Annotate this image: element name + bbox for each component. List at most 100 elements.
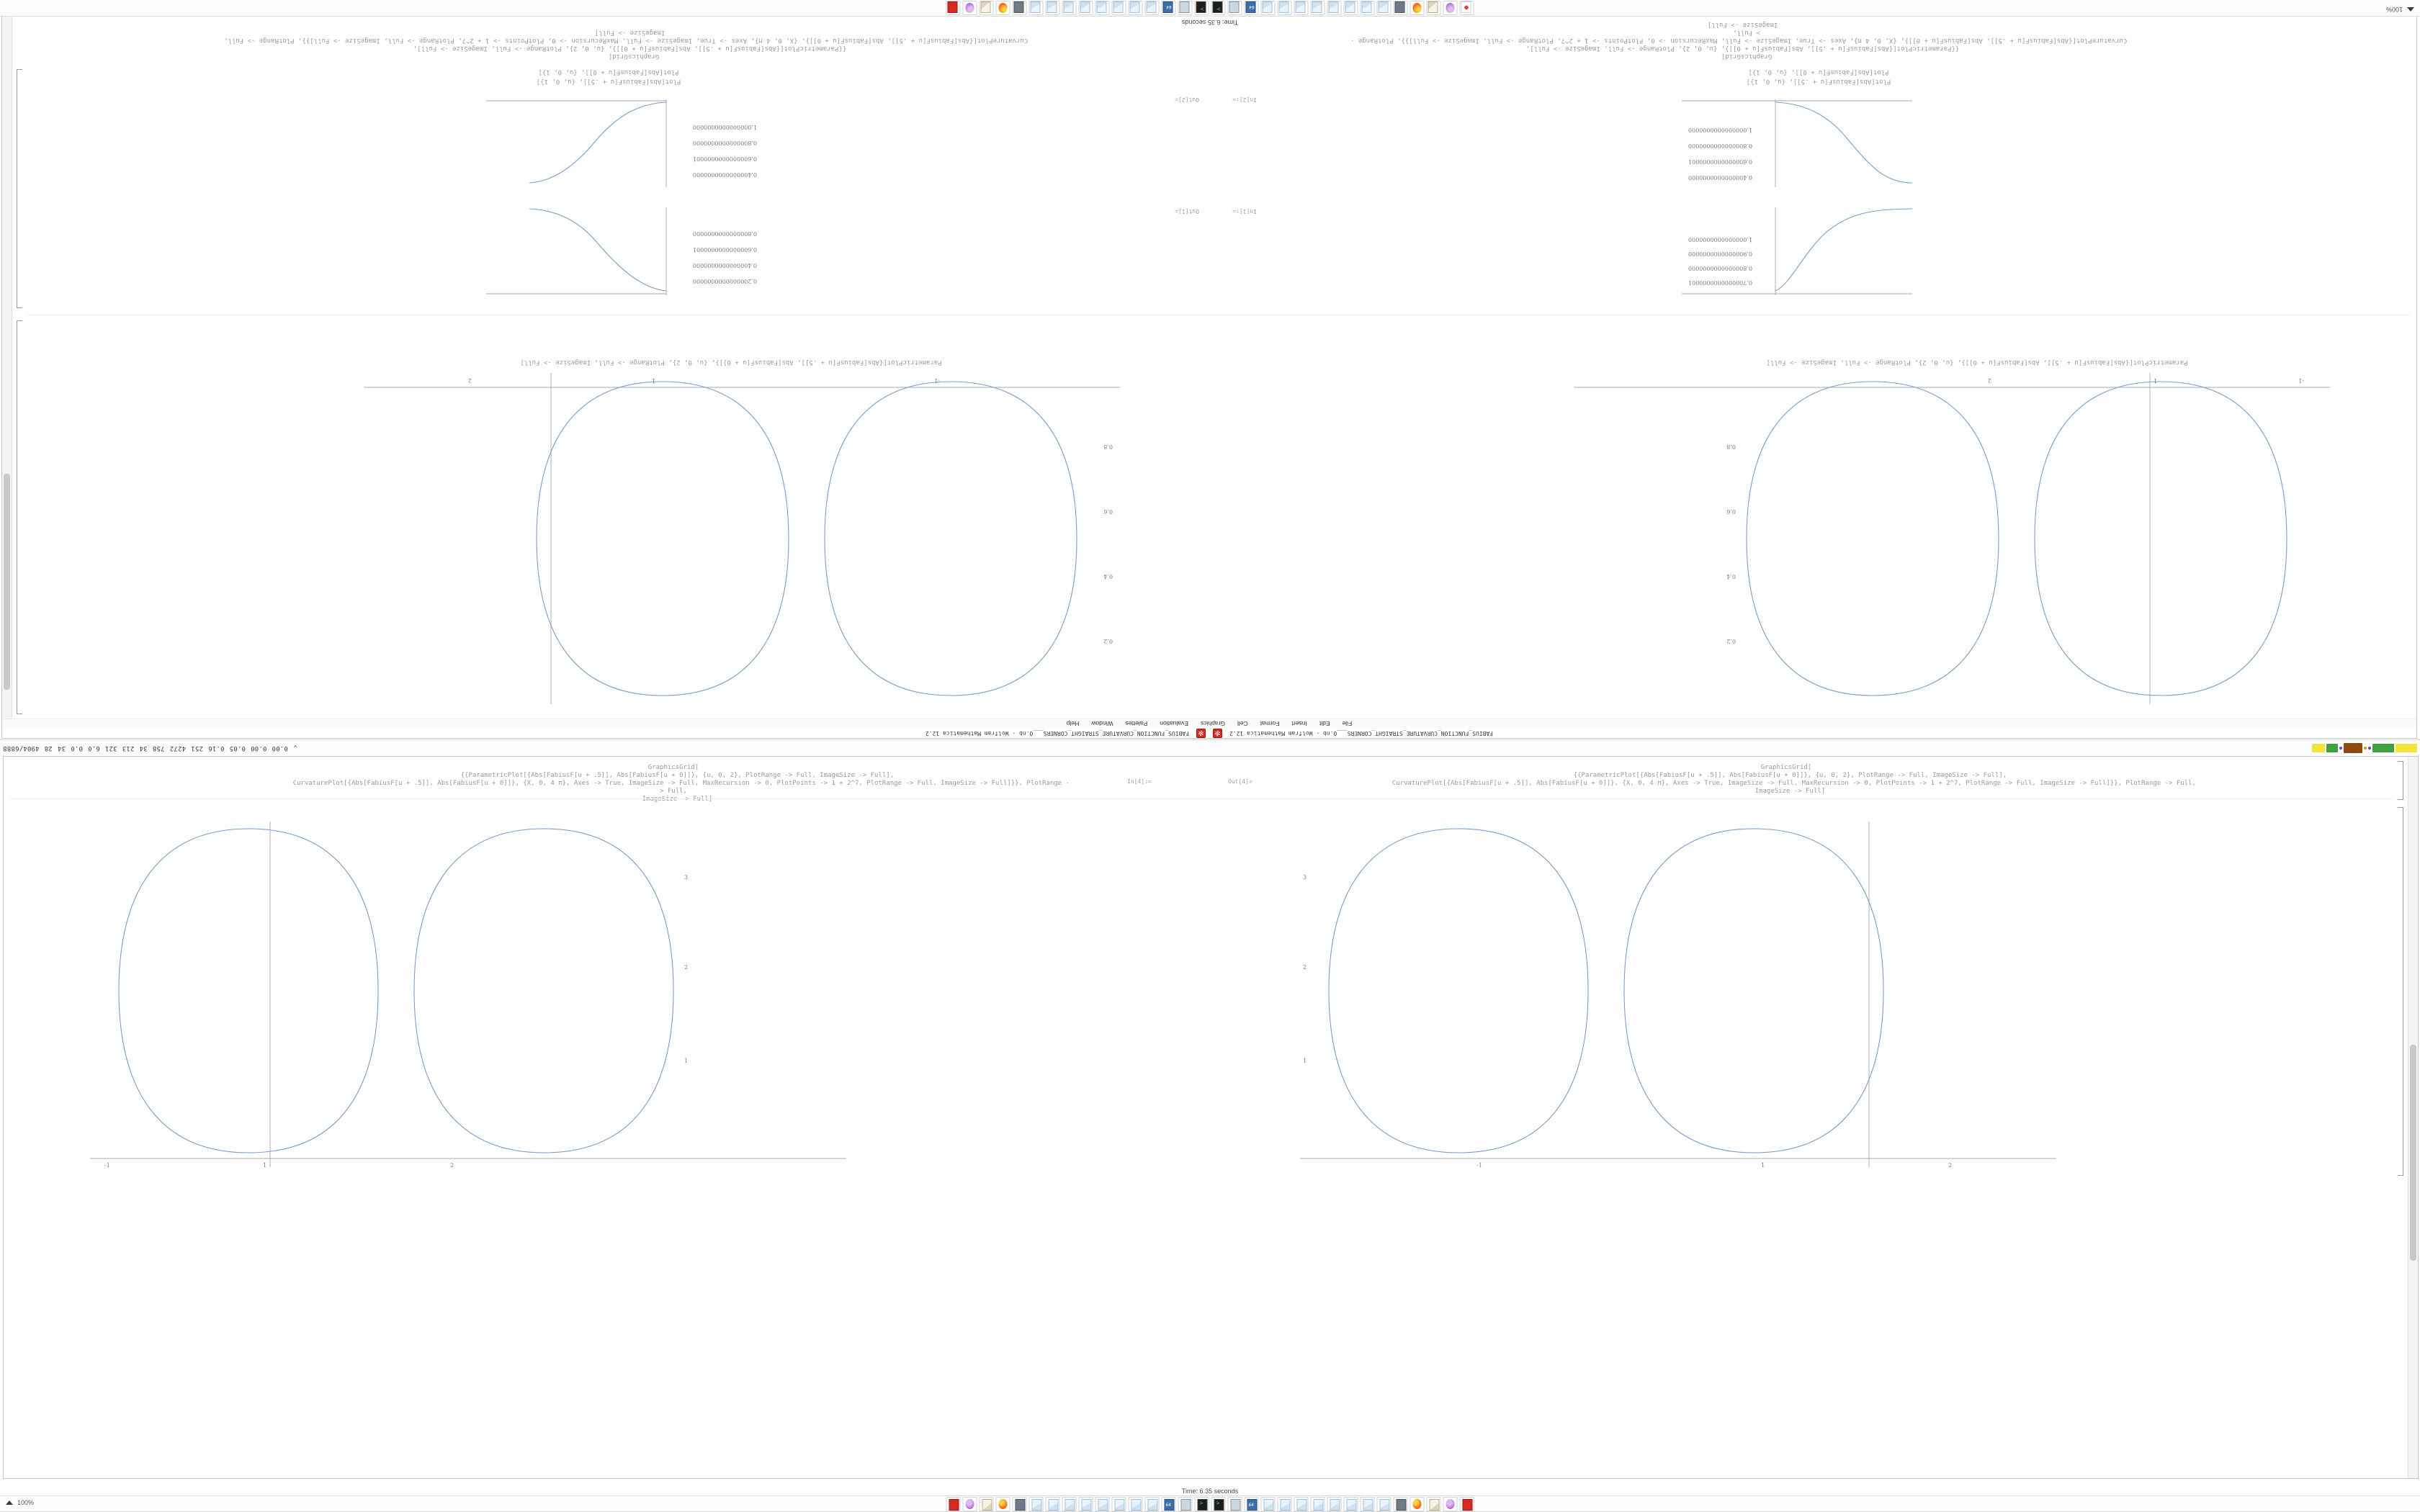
menu-item-format[interactable]: Format bbox=[1260, 720, 1280, 728]
code-parametric-top-left[interactable]: ParametricPlot[{Abs[FabiusF[u + .5]], Ab… bbox=[1766, 359, 2188, 366]
taskbar-disk-b[interactable] bbox=[1161, 1497, 1176, 1511]
vertical-scrollbar-2[interactable] bbox=[2408, 757, 2418, 1478]
taskbar-disk-2[interactable] bbox=[1161, 1, 1176, 15]
plot-arch-left[interactable]: 0.4000000000000000 0.6000000000000001 0.… bbox=[1682, 96, 1955, 193]
menu-item-window[interactable]: Window bbox=[1091, 720, 1113, 728]
taskbar-firefox-b[interactable] bbox=[995, 1497, 1010, 1511]
taskbar-notes-1[interactable] bbox=[1376, 1, 1392, 15]
minimize-button[interactable] bbox=[1196, 729, 1206, 738]
plot-arch-right[interactable]: 0.4000000000000000 0.6000000000000001 0.… bbox=[486, 96, 760, 193]
taskbar-notes-15[interactable] bbox=[1045, 1, 1060, 15]
parametric-plot-bottom-right[interactable]: 3 2 1 -1 1 2 bbox=[1300, 814, 2056, 1167]
chevron-expand-icon[interactable]: ⌄ bbox=[292, 744, 298, 752]
code-graphicsgrid-right-2[interactable]: GraphicsGrid[ {{ParametricPlot[{Abs[Fabi… bbox=[1392, 764, 2196, 795]
taskbar-scroll-app-2[interactable] bbox=[979, 1, 994, 15]
taskbar-mathematica[interactable] bbox=[1459, 1, 1474, 15]
taskbar-firefox-2[interactable] bbox=[995, 1, 1010, 15]
show-desktop-icon[interactable] bbox=[2407, 7, 2414, 12]
taskbar-scroll-app-b[interactable] bbox=[979, 1497, 994, 1511]
taskbar-notes-b6[interactable] bbox=[1111, 1497, 1126, 1511]
taskbar-terminal[interactable] bbox=[1211, 1, 1226, 15]
taskbar-notes-b11[interactable] bbox=[1294, 1497, 1309, 1511]
taskbar-notes-13[interactable] bbox=[1078, 1, 1093, 15]
taskbar-scroll-app[interactable] bbox=[1426, 1, 1441, 15]
taskbar-notes-5[interactable] bbox=[1310, 1, 1325, 15]
taskbar-scroll-app-b2[interactable] bbox=[1426, 1497, 1441, 1511]
menu-item-help[interactable]: Help bbox=[1066, 720, 1080, 728]
taskbar-mathematica-b[interactable] bbox=[946, 1497, 961, 1511]
vertical-scrollbar[interactable] bbox=[2, 17, 12, 719]
notebook-canvas[interactable]: -1 1 2 0.2 0.4 0.6 0.8 ParametricPlot[{A… bbox=[12, 17, 2416, 719]
taskbar-notes-b13[interactable] bbox=[1327, 1497, 1342, 1511]
taskbar-firefox-b2[interactable] bbox=[1410, 1497, 1425, 1511]
taskbar-camera[interactable] bbox=[1393, 1, 1408, 15]
menu-item-file[interactable]: File bbox=[1342, 720, 1353, 728]
taskbar-camera-b2[interactable] bbox=[1393, 1497, 1408, 1511]
taskbar-notes-7[interactable] bbox=[1277, 1, 1292, 15]
taskbar-notes-b15[interactable] bbox=[1360, 1497, 1375, 1511]
vertical-scrollbar-thumb[interactable] bbox=[4, 474, 10, 690]
taskbar-notes-10[interactable] bbox=[1128, 1, 1143, 15]
taskbar-monitor[interactable] bbox=[1227, 1, 1242, 15]
notebook-canvas-2[interactable]: GraphicsGrid[ {{ParametricPlot[{Abs[Fabi… bbox=[4, 757, 2408, 1478]
taskbar-purple-app-b[interactable] bbox=[962, 1497, 977, 1511]
code-plot-zero-left[interactable]: Plot[Abs[FabiusF[u + 0]], {u, 0, 1}] bbox=[1748, 68, 1889, 76]
taskbar-notes-b2[interactable] bbox=[1045, 1497, 1060, 1511]
close-button[interactable] bbox=[1213, 729, 1222, 738]
vertical-scrollbar-thumb-2[interactable] bbox=[2410, 1045, 2416, 1261]
menu-item-palettes[interactable]: Palettes bbox=[1125, 720, 1148, 728]
taskbar-firefox[interactable] bbox=[1410, 1, 1425, 15]
show-desktop-icon-2[interactable] bbox=[6, 1500, 13, 1505]
taskbar-notes-2[interactable] bbox=[1360, 1, 1375, 15]
taskbar-terminal-2[interactable] bbox=[1194, 1, 1209, 15]
taskbar-terminal-b2[interactable] bbox=[1211, 1497, 1226, 1511]
taskbar-notes-b10[interactable] bbox=[1277, 1497, 1292, 1511]
taskbar-notes-14[interactable] bbox=[1062, 1, 1077, 15]
code-plot-half-right[interactable]: Plot[Abs[FabiusF[u + .5]], {u, 0, 1}] bbox=[536, 78, 681, 85]
taskbar-notes-11[interactable] bbox=[1111, 1, 1126, 15]
taskbar-purple-app-2[interactable] bbox=[962, 1, 977, 15]
taskbar-mathematica-b2[interactable] bbox=[1459, 1497, 1474, 1511]
plot-sigmoid-decreasing-left[interactable]: 0.7000000000000001 0.8000000000000000 0.… bbox=[1682, 204, 1955, 301]
taskbar-notes-b4[interactable] bbox=[1078, 1497, 1093, 1511]
taskbar-notes-b3[interactable] bbox=[1062, 1497, 1077, 1511]
taskbar-notes-12[interactable] bbox=[1095, 1, 1110, 15]
cell-bracket-1[interactable] bbox=[17, 320, 22, 714]
code-graphicsgrid-left-2[interactable]: GraphicsGrid[ {{ParametricPlot[{Abs[Fabi… bbox=[292, 764, 1070, 803]
code-plot-half-left[interactable]: Plot[Abs[FabiusF[u + .5]], {u, 0, 1}] bbox=[1746, 78, 1891, 85]
code-graphicsgrid-left[interactable]: GraphicsGrid[ {{ParametricPlot[{Abs[Fabi… bbox=[1350, 21, 2128, 60]
taskbar-notes-b16[interactable] bbox=[1376, 1497, 1392, 1511]
taskbar-notes-b14[interactable] bbox=[1343, 1497, 1358, 1511]
taskbar-monitor-2[interactable] bbox=[1178, 1, 1193, 15]
taskbar-notes-16[interactable] bbox=[1028, 1, 1044, 15]
plot-sigmoid-decreasing-right[interactable]: 0.2000000000000000 0.4000000000000000 0.… bbox=[486, 204, 760, 301]
taskbar-notes-b1[interactable] bbox=[1028, 1497, 1044, 1511]
cell-bracket-3[interactable] bbox=[2398, 761, 2403, 800]
taskbar-notes-b8[interactable] bbox=[1144, 1497, 1160, 1511]
menu-item-cell[interactable]: Cell bbox=[1237, 720, 1248, 728]
taskbar-disk-b2[interactable] bbox=[1244, 1497, 1259, 1511]
menu-item-graphics[interactable]: Graphics bbox=[1200, 720, 1225, 728]
menu-item-insert[interactable]: Insert bbox=[1291, 720, 1307, 728]
taskbar-notes-4[interactable] bbox=[1327, 1, 1342, 15]
taskbar-camera-2[interactable] bbox=[1012, 1, 1027, 15]
code-parametric-top-right[interactable]: ParametricPlot[{Abs[FabiusF[u + .5]], Ab… bbox=[520, 359, 942, 366]
taskbar-mathematica-2[interactable] bbox=[946, 1, 961, 15]
taskbar-notes-8[interactable] bbox=[1260, 1, 1276, 15]
code-graphicsgrid-right[interactable]: GraphicsGrid[ {{ParametricPlot[{Abs[Fabi… bbox=[224, 29, 1028, 60]
taskbar-notes-b7[interactable] bbox=[1128, 1497, 1143, 1511]
parametric-plot-top-right[interactable]: 0.2 0.4 0.6 0.8 -1 1 2 bbox=[364, 373, 1120, 711]
parametric-plot-bottom-left[interactable]: -1 1 2 3 2 1 bbox=[90, 814, 846, 1167]
taskbar-notes-9[interactable] bbox=[1144, 1, 1160, 15]
taskbar-purple-app[interactable] bbox=[1443, 1, 1458, 15]
taskbar-disk[interactable] bbox=[1244, 1, 1259, 15]
taskbar-terminal-b[interactable] bbox=[1194, 1497, 1209, 1511]
taskbar-notes-b12[interactable] bbox=[1310, 1497, 1325, 1511]
parametric-plot-top-left[interactable]: -1 1 2 0.2 0.4 0.6 0.8 bbox=[1574, 373, 2330, 711]
taskbar-purple-app-b2[interactable] bbox=[1443, 1497, 1458, 1511]
taskbar-notes-b5[interactable] bbox=[1095, 1497, 1110, 1511]
menu-item-evaluation[interactable]: Evaluation bbox=[1160, 720, 1188, 728]
taskbar-camera-b[interactable] bbox=[1012, 1497, 1027, 1511]
code-plot-zero-right[interactable]: Plot[Abs[FabiusF[u + 0]], {u, 0, 1}] bbox=[538, 68, 679, 76]
cell-bracket-4[interactable] bbox=[2398, 807, 2403, 1176]
